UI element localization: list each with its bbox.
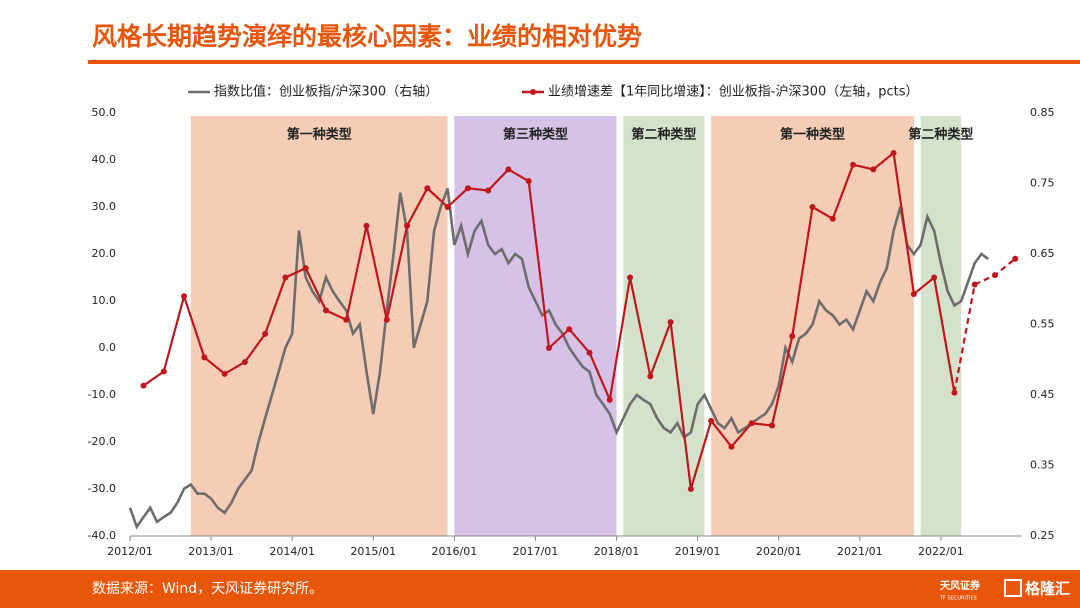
source: 数据来源：Wind，天风证券研究所。 xyxy=(92,581,323,597)
x-tick-label: 2012/01 xyxy=(107,545,153,558)
region xyxy=(920,116,962,536)
x-tick-label: 2013/01 xyxy=(188,545,234,558)
y-tick-label: 20.0 xyxy=(92,247,117,260)
footer-bar xyxy=(0,570,1080,608)
x-tick-label: 2018/01 xyxy=(594,545,640,558)
region-label: 第三种类型 xyxy=(503,127,568,143)
marker xyxy=(545,345,552,351)
y-tick-label: 50.0 xyxy=(92,106,117,119)
marker xyxy=(160,368,167,375)
marker xyxy=(910,290,917,297)
legend-marker xyxy=(530,89,536,95)
logo-sub: TF SECURITIES xyxy=(939,596,977,602)
marker xyxy=(383,316,390,323)
marker xyxy=(404,222,411,229)
y-tick-label: 0.0 xyxy=(99,341,117,354)
marker xyxy=(586,349,593,356)
marker xyxy=(464,185,471,192)
marker xyxy=(566,326,573,333)
y2-tick-label: 0.35 xyxy=(1030,459,1055,472)
marker xyxy=(241,359,248,366)
logo-icon xyxy=(1004,579,1022,597)
marker xyxy=(647,373,654,380)
marker xyxy=(850,161,857,168)
marker xyxy=(748,420,755,427)
marker xyxy=(322,307,329,314)
legend-label: 业绩增速差【1年同比增速】：创业板指-沪深300（左轴，pcts） xyxy=(548,84,919,100)
marker xyxy=(768,422,775,429)
y2-tick-label: 0.45 xyxy=(1030,388,1055,401)
marker xyxy=(262,330,269,337)
marker xyxy=(708,417,715,424)
x-tick-label: 2021/01 xyxy=(837,545,883,558)
marker xyxy=(181,293,188,300)
marker xyxy=(728,443,735,450)
region-label: 第一种类型 xyxy=(287,127,352,143)
y2-tick-label: 0.85 xyxy=(1030,106,1055,119)
region-label: 第二种类型 xyxy=(908,127,973,143)
title-rule xyxy=(88,60,1080,64)
marker xyxy=(302,265,309,272)
region-label: 第一种类型 xyxy=(780,127,845,143)
marker xyxy=(221,370,228,377)
y-tick-label: 10.0 xyxy=(92,294,117,307)
marker xyxy=(667,319,674,326)
series-line xyxy=(128,187,989,530)
marker xyxy=(525,178,532,185)
marker xyxy=(870,166,877,173)
legend-label: 指数比值：创业板指/沪深300（右轴） xyxy=(214,84,438,100)
y2-tick-label: 0.65 xyxy=(1030,247,1055,260)
marker xyxy=(505,166,512,173)
y2-tick-label: 0.25 xyxy=(1030,529,1055,542)
marker xyxy=(951,389,958,396)
x-tick-label: 2020/01 xyxy=(756,545,802,558)
marker xyxy=(931,274,938,281)
region xyxy=(454,116,617,536)
marker xyxy=(991,272,998,279)
marker xyxy=(627,274,634,281)
title: 风格长期趋势演绎的最核心因素：业绩的相对优势 xyxy=(92,22,642,51)
y-tick-label: 30.0 xyxy=(92,200,117,213)
marker xyxy=(687,486,694,492)
region-label: 第二种类型 xyxy=(631,127,696,143)
x-tick-label: 2014/01 xyxy=(269,545,315,558)
marker xyxy=(890,149,897,156)
series-line xyxy=(953,257,1016,393)
y-tick-label: -40.0 xyxy=(88,529,116,542)
x-tick-label: 2019/01 xyxy=(675,545,721,558)
marker xyxy=(424,185,431,192)
y-tick-label: -20.0 xyxy=(88,435,116,448)
y2-tick-label: 0.75 xyxy=(1030,177,1055,190)
logo: 格隆汇 xyxy=(1025,580,1070,598)
marker xyxy=(1012,255,1019,262)
y-tick-label: -30.0 xyxy=(88,482,116,495)
region xyxy=(190,116,448,536)
marker xyxy=(444,204,451,210)
marker xyxy=(485,187,492,194)
marker xyxy=(363,222,370,229)
x-tick-label: 2016/01 xyxy=(432,545,478,558)
logo: 天风证券 xyxy=(940,579,981,592)
x-tick-label: 2015/01 xyxy=(350,545,396,558)
y-tick-label: 40.0 xyxy=(92,153,117,166)
marker xyxy=(829,215,836,222)
marker xyxy=(201,354,208,361)
marker xyxy=(282,274,289,281)
marker xyxy=(809,204,816,210)
y2-tick-label: 0.55 xyxy=(1030,318,1055,331)
region xyxy=(623,116,705,536)
marker xyxy=(140,382,147,389)
y-tick-label: -10.0 xyxy=(88,388,116,401)
marker xyxy=(971,281,978,288)
marker xyxy=(606,396,613,403)
marker xyxy=(343,316,350,323)
marker xyxy=(789,333,796,340)
x-tick-label: 2022/01 xyxy=(918,545,964,558)
x-tick-label: 2017/01 xyxy=(513,545,559,558)
